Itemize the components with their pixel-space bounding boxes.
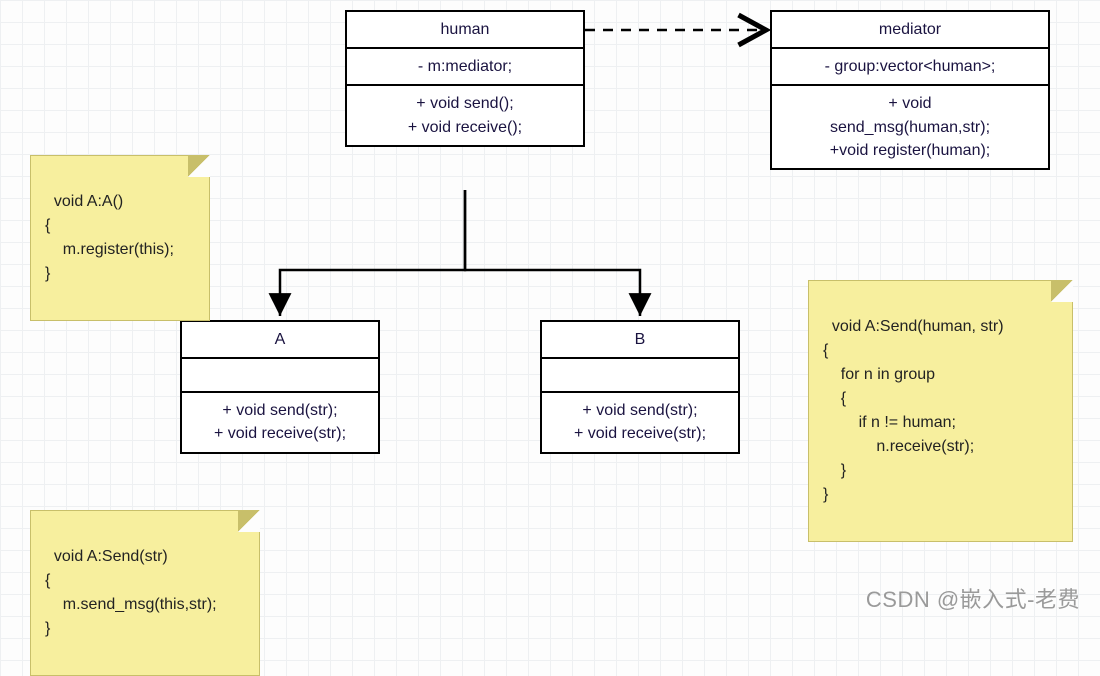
class-name: mediator xyxy=(772,12,1048,47)
class-mediator: mediator - group:vector<human>; + void s… xyxy=(770,10,1050,170)
note-fold-icon xyxy=(188,155,210,177)
class-a: A + void send(str); + void receive(str); xyxy=(180,320,380,454)
class-attrs: - m:mediator; xyxy=(347,47,583,84)
class-ops: + void send_msg(human,str); +void regist… xyxy=(772,84,1048,168)
class-name: B xyxy=(542,322,738,357)
note-text: void A:Send(str) { m.send_msg(this,str);… xyxy=(45,548,217,637)
edge-human-b xyxy=(465,190,640,316)
watermark: CSDN @嵌入式-老费 xyxy=(866,582,1080,614)
note-constructor: void A:A() { m.register(this); } xyxy=(30,155,210,321)
class-name: A xyxy=(182,322,378,357)
edge-human-a xyxy=(280,190,465,316)
class-human: human - m:mediator; + void send(); + voi… xyxy=(345,10,585,147)
note-fold-icon xyxy=(238,510,260,532)
note-send: void A:Send(str) { m.send_msg(this,str);… xyxy=(30,510,260,676)
class-attrs xyxy=(542,357,738,391)
note-text: void A:Send(human, str) { for n in group… xyxy=(823,318,1004,503)
class-ops: + void send(str); + void receive(str); xyxy=(182,391,378,451)
note-text: void A:A() { m.register(this); } xyxy=(45,193,174,282)
class-name: human xyxy=(347,12,583,47)
class-ops: + void send(str); + void receive(str); xyxy=(542,391,738,451)
note-fold-icon xyxy=(1051,280,1073,302)
note-mediator-send: void A:Send(human, str) { for n in group… xyxy=(808,280,1073,542)
class-attrs xyxy=(182,357,378,391)
class-ops: + void send(); + void receive(); xyxy=(347,84,583,144)
class-attrs: - group:vector<human>; xyxy=(772,47,1048,84)
class-b: B + void send(str); + void receive(str); xyxy=(540,320,740,454)
